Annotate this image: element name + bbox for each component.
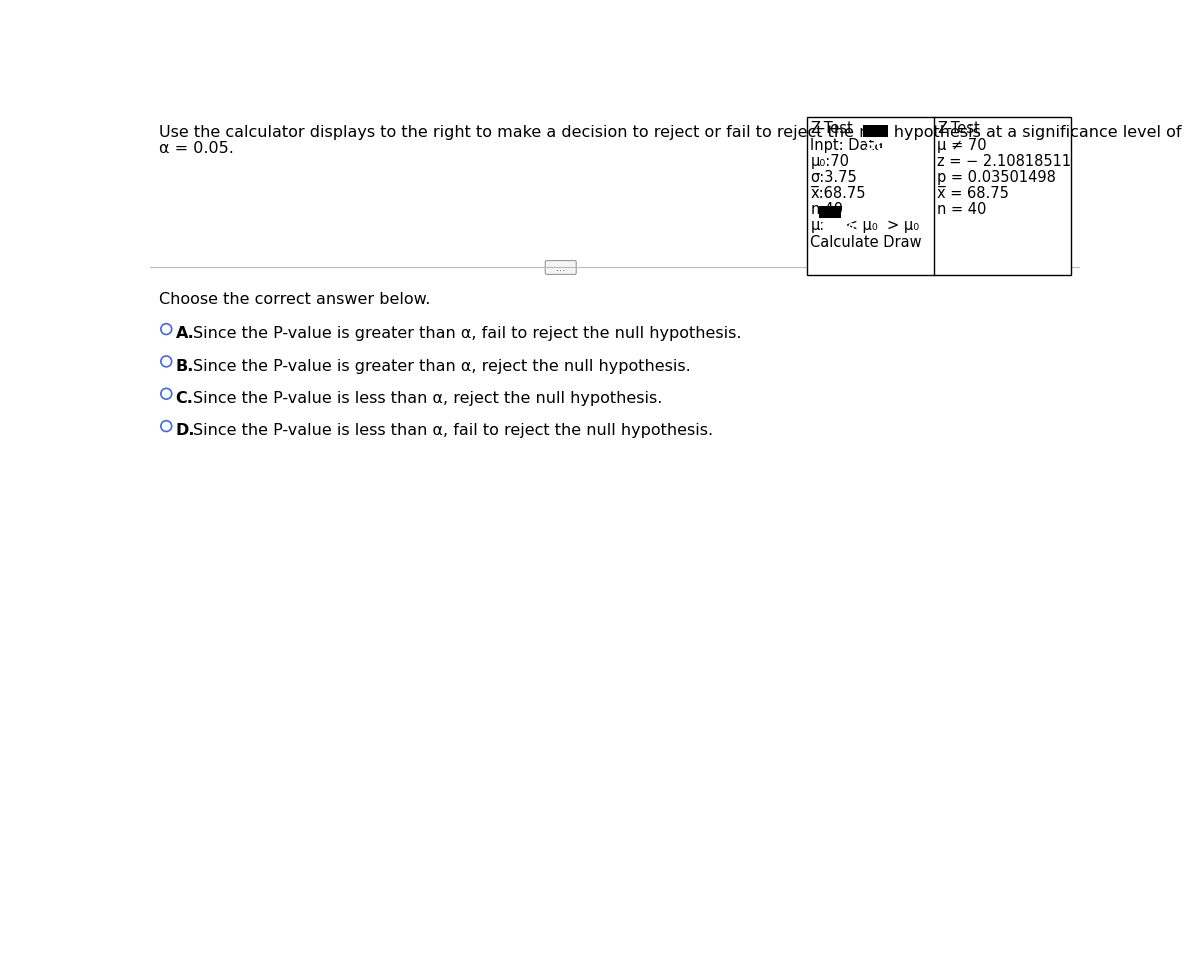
FancyBboxPatch shape bbox=[545, 261, 576, 275]
Text: < μ₀  > μ₀: < μ₀ > μ₀ bbox=[841, 218, 919, 233]
Text: A.: A. bbox=[175, 326, 194, 341]
Bar bbox=[808, 118, 1070, 275]
Circle shape bbox=[161, 324, 172, 335]
Text: Since the P-value is greater than α, fail to reject the null hypothesis.: Since the P-value is greater than α, fai… bbox=[193, 326, 742, 341]
Text: D.: D. bbox=[175, 423, 196, 437]
Circle shape bbox=[161, 356, 172, 368]
Text: Inpt: Data: Inpt: Data bbox=[810, 137, 888, 152]
Text: Z-Test: Z-Test bbox=[937, 121, 980, 136]
Text: C.: C. bbox=[175, 391, 193, 405]
Text: p = 0.03501498: p = 0.03501498 bbox=[937, 170, 1056, 185]
Text: Use the calculator displays to the right to make a decision to reject or fail to: Use the calculator displays to the right… bbox=[160, 125, 1182, 140]
Circle shape bbox=[161, 389, 172, 399]
Text: Z-Test: Z-Test bbox=[810, 121, 853, 136]
Text: Choose the correct answer below.: Choose the correct answer below. bbox=[160, 292, 431, 306]
Text: B.: B. bbox=[175, 358, 194, 374]
Text: Since the P-value is less than α, fail to reject the null hypothesis.: Since the P-value is less than α, fail t… bbox=[193, 423, 713, 437]
Text: μ ≠ 70: μ ≠ 70 bbox=[937, 137, 988, 152]
Bar bbox=[863, 126, 888, 138]
Text: x̅ = 68.75: x̅ = 68.75 bbox=[937, 186, 1009, 201]
Text: Since the P-value is less than α, reject the null hypothesis.: Since the P-value is less than α, reject… bbox=[193, 391, 662, 405]
Text: σ:3.75: σ:3.75 bbox=[810, 170, 857, 185]
Text: μ₀:70: μ₀:70 bbox=[810, 153, 850, 169]
Text: ...: ... bbox=[557, 263, 565, 274]
Text: n:40: n:40 bbox=[810, 202, 844, 217]
Text: Calculate Draw: Calculate Draw bbox=[810, 234, 922, 250]
Text: ≠ μ₀: ≠ μ₀ bbox=[821, 218, 854, 233]
Text: α = 0.05.: α = 0.05. bbox=[160, 140, 234, 155]
Bar bbox=[818, 207, 840, 219]
Text: μ:: μ: bbox=[810, 218, 824, 233]
Text: z = − 2.10818511: z = − 2.10818511 bbox=[937, 153, 1072, 169]
Text: x̅:68.75: x̅:68.75 bbox=[810, 186, 866, 201]
Circle shape bbox=[161, 421, 172, 432]
Text: n = 40: n = 40 bbox=[937, 202, 986, 217]
Text: Since the P-value is greater than α, reject the null hypothesis.: Since the P-value is greater than α, rej… bbox=[193, 358, 690, 374]
Text: Stats: Stats bbox=[864, 137, 908, 152]
